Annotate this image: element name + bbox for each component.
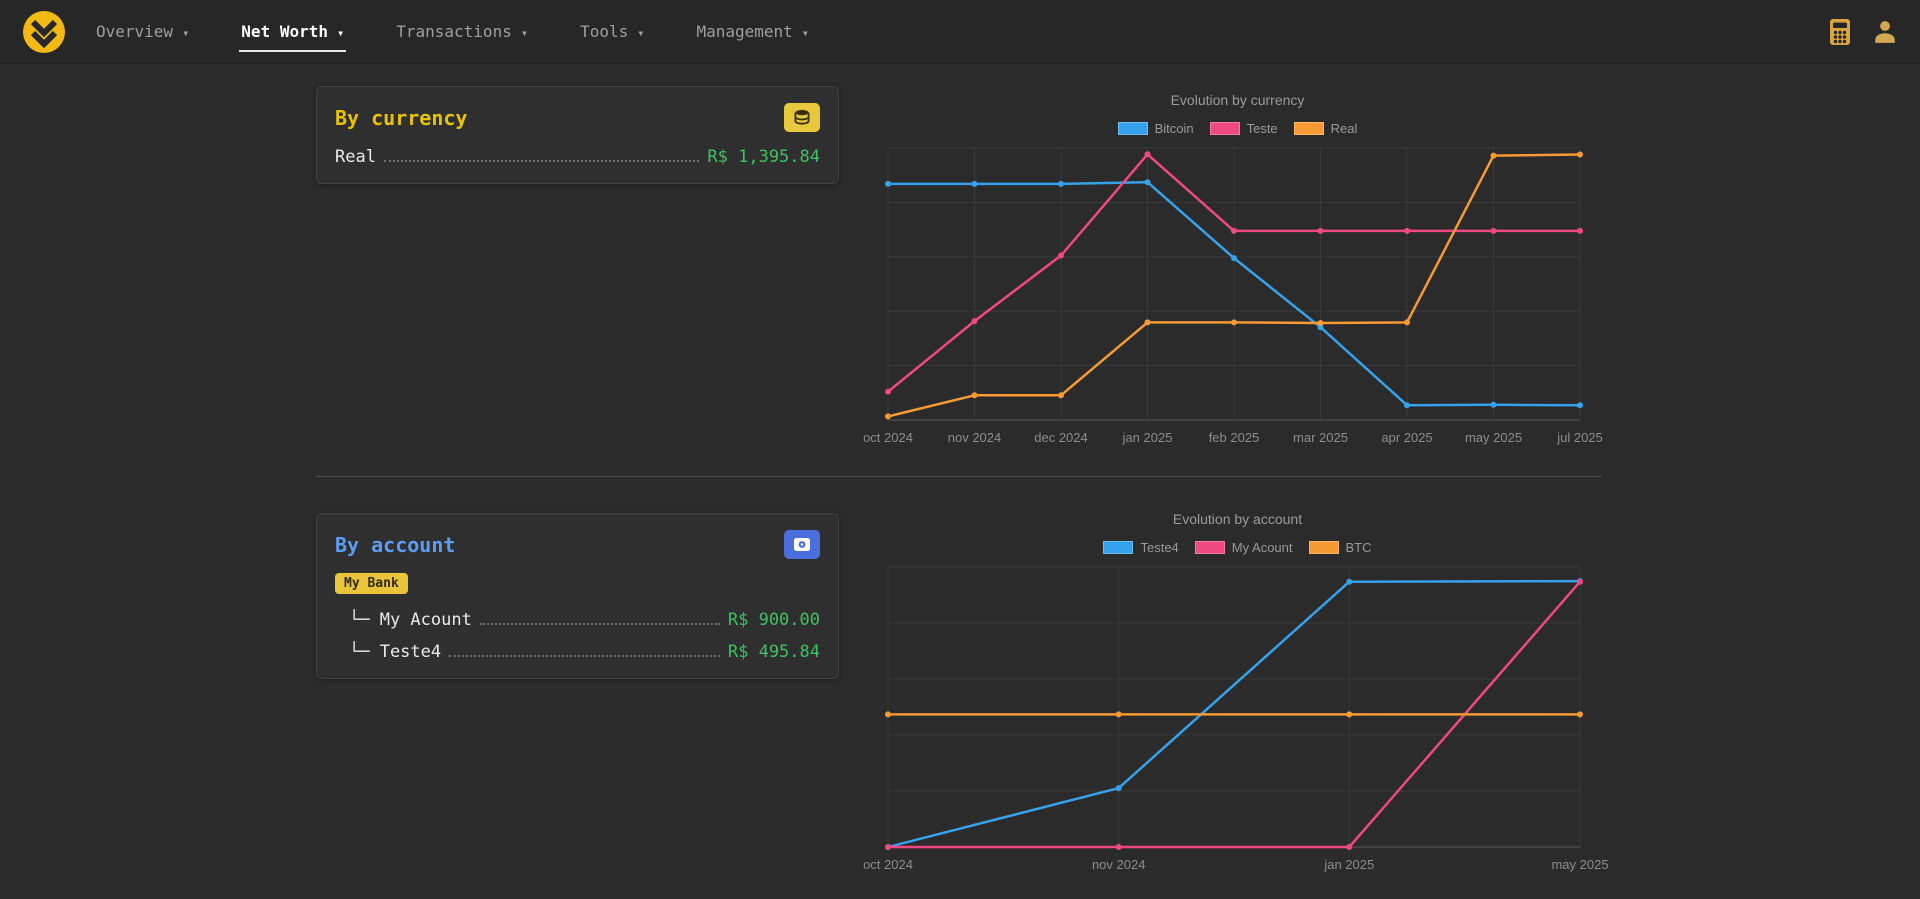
svg-text:nov 2024: nov 2024 xyxy=(948,430,1002,445)
nav-overview[interactable]: Overview ▾ xyxy=(96,0,189,63)
account-label: └─ Teste4 xyxy=(349,642,442,662)
app-logo[interactable] xyxy=(22,10,66,54)
svg-text:feb 2025: feb 2025 xyxy=(1209,430,1260,445)
legend-label: My Acount xyxy=(1231,539,1293,555)
svg-text:oct 2024: oct 2024 xyxy=(863,857,913,872)
nav-overview-label: Overview xyxy=(96,22,174,41)
nav-right-actions xyxy=(1828,18,1898,46)
brand-logo-icon xyxy=(23,10,65,53)
legend-item[interactable]: BTC xyxy=(1308,539,1372,555)
chart-svg: oct 2024 nov 2024 dec 2024 jan 2025 feb 2025… xyxy=(863,147,1603,445)
legend-swatch xyxy=(1209,121,1240,135)
account-value: R$ 900.00 xyxy=(727,610,820,630)
user-menu-button[interactable] xyxy=(1872,19,1898,45)
nav-transactions[interactable]: Transactions ▾ xyxy=(396,0,528,63)
legend-label: Teste4 xyxy=(1140,539,1179,555)
bank-badge: My Bank xyxy=(335,573,408,594)
legend-label: BTC xyxy=(1345,539,1372,555)
bank-safe-icon xyxy=(794,537,810,551)
svg-text:nov 2024: nov 2024 xyxy=(1092,857,1146,872)
dotted-leader xyxy=(383,160,700,162)
legend-item[interactable]: My Acount xyxy=(1194,539,1293,555)
legend-item[interactable]: Teste xyxy=(1209,120,1278,136)
svg-text:oct 2024: oct 2024 xyxy=(863,430,913,445)
currency-value: R$ 1,395.84 xyxy=(707,147,820,167)
dotted-leader xyxy=(449,655,720,657)
currency-section: By currency Real R$ 1,395.84 xyxy=(316,86,1603,454)
coins-icon xyxy=(794,109,810,125)
legend-swatch xyxy=(1194,540,1225,554)
chevron-down-icon: ▾ xyxy=(337,25,345,40)
nav-tools[interactable]: Tools ▾ xyxy=(580,0,644,63)
svg-text:mar 2025: mar 2025 xyxy=(1293,430,1348,445)
legend-label: Bitcoin xyxy=(1154,120,1194,136)
chart-svg: oct 2024 nov 2024 jan 2025 may 2025 xyxy=(863,566,1609,872)
top-nav: Overview ▾ Net Worth ▾ Transactions ▾ To… xyxy=(0,0,1920,64)
main-menu: Overview ▾ Net Worth ▾ Transactions ▾ To… xyxy=(96,0,809,63)
svg-text:apr 2025: apr 2025 xyxy=(1381,430,1432,445)
net-worth-page: By currency Real R$ 1,395.84 xyxy=(316,64,1609,881)
nav-management-label: Management xyxy=(696,22,793,41)
currency-chart-panel: Evolution by currency Bitcoin Teste Real o… xyxy=(863,86,1603,454)
legend-swatch xyxy=(1308,540,1339,554)
svg-text:may 2025: may 2025 xyxy=(1465,430,1522,445)
legend-label: Real xyxy=(1330,120,1358,136)
legend-item[interactable]: Real xyxy=(1293,120,1358,136)
coins-icon-button[interactable] xyxy=(784,103,820,132)
legend-swatch xyxy=(1117,121,1148,135)
nav-net-worth-label: Net Worth xyxy=(241,22,328,41)
chart-legend: Teste4 My Acount BTC xyxy=(873,537,1602,557)
account-section: By account My Bank └─ My Acount R$ 900.0… xyxy=(316,497,1609,881)
chart-title: Evolution by account xyxy=(1172,511,1303,527)
svg-text:jan 2025: jan 2025 xyxy=(1122,430,1173,445)
dotted-leader xyxy=(479,623,720,625)
calculator-icon xyxy=(1830,18,1850,45)
legend-swatch xyxy=(1293,121,1324,135)
currency-row-real: Real R$ 1,395.84 xyxy=(335,147,820,167)
calculator-button[interactable] xyxy=(1828,18,1852,46)
by-currency-title: By currency xyxy=(335,105,468,130)
by-currency-card: By currency Real R$ 1,395.84 xyxy=(316,86,839,184)
nav-transactions-label: Transactions xyxy=(396,22,512,41)
svg-text:dec 2024: dec 2024 xyxy=(1034,430,1088,445)
svg-text:jan 2025: jan 2025 xyxy=(1323,857,1374,872)
svg-text:may 2025: may 2025 xyxy=(1551,857,1608,872)
legend-item[interactable]: Teste4 xyxy=(1103,539,1179,555)
account-chart-panel: Evolution by account Teste4 My Acount BTC … xyxy=(863,497,1609,881)
account-row-my-acount: └─ My Acount R$ 900.00 xyxy=(335,610,820,630)
chevron-down-icon: ▾ xyxy=(182,25,190,40)
account-row-teste4: └─ Teste4 R$ 495.84 xyxy=(335,642,820,662)
account-value: R$ 495.84 xyxy=(727,642,820,662)
bank-icon-button[interactable] xyxy=(784,530,820,559)
by-account-title: By account xyxy=(335,532,456,557)
chart-title: Evolution by currency xyxy=(1170,92,1305,108)
chevron-down-icon: ▾ xyxy=(520,25,529,40)
legend-item[interactable]: Bitcoin xyxy=(1117,120,1194,136)
svg-text:jul 2025: jul 2025 xyxy=(1556,430,1603,445)
nav-net-worth[interactable]: Net Worth ▾ xyxy=(239,0,347,63)
account-evolution-chart: oct 2024 nov 2024 jan 2025 may 2025 xyxy=(863,563,1609,881)
by-account-card: By account My Bank └─ My Acount R$ 900.0… xyxy=(316,513,839,679)
user-icon xyxy=(1875,20,1895,43)
currency-label: Real xyxy=(335,147,376,167)
chevron-down-icon: ▾ xyxy=(801,25,810,40)
section-divider xyxy=(316,476,1602,477)
nav-tools-label: Tools xyxy=(580,22,629,41)
account-label: └─ My Acount xyxy=(349,610,472,630)
currency-evolution-chart: oct 2024 nov 2024 dec 2024 jan 2025 feb 2025… xyxy=(863,144,1603,454)
chevron-down-icon: ▾ xyxy=(637,25,645,40)
chart-legend: Bitcoin Teste Real xyxy=(873,118,1602,138)
legend-label: Teste xyxy=(1246,120,1278,136)
legend-swatch xyxy=(1103,540,1134,554)
nav-management[interactable]: Management ▾ xyxy=(696,0,809,63)
